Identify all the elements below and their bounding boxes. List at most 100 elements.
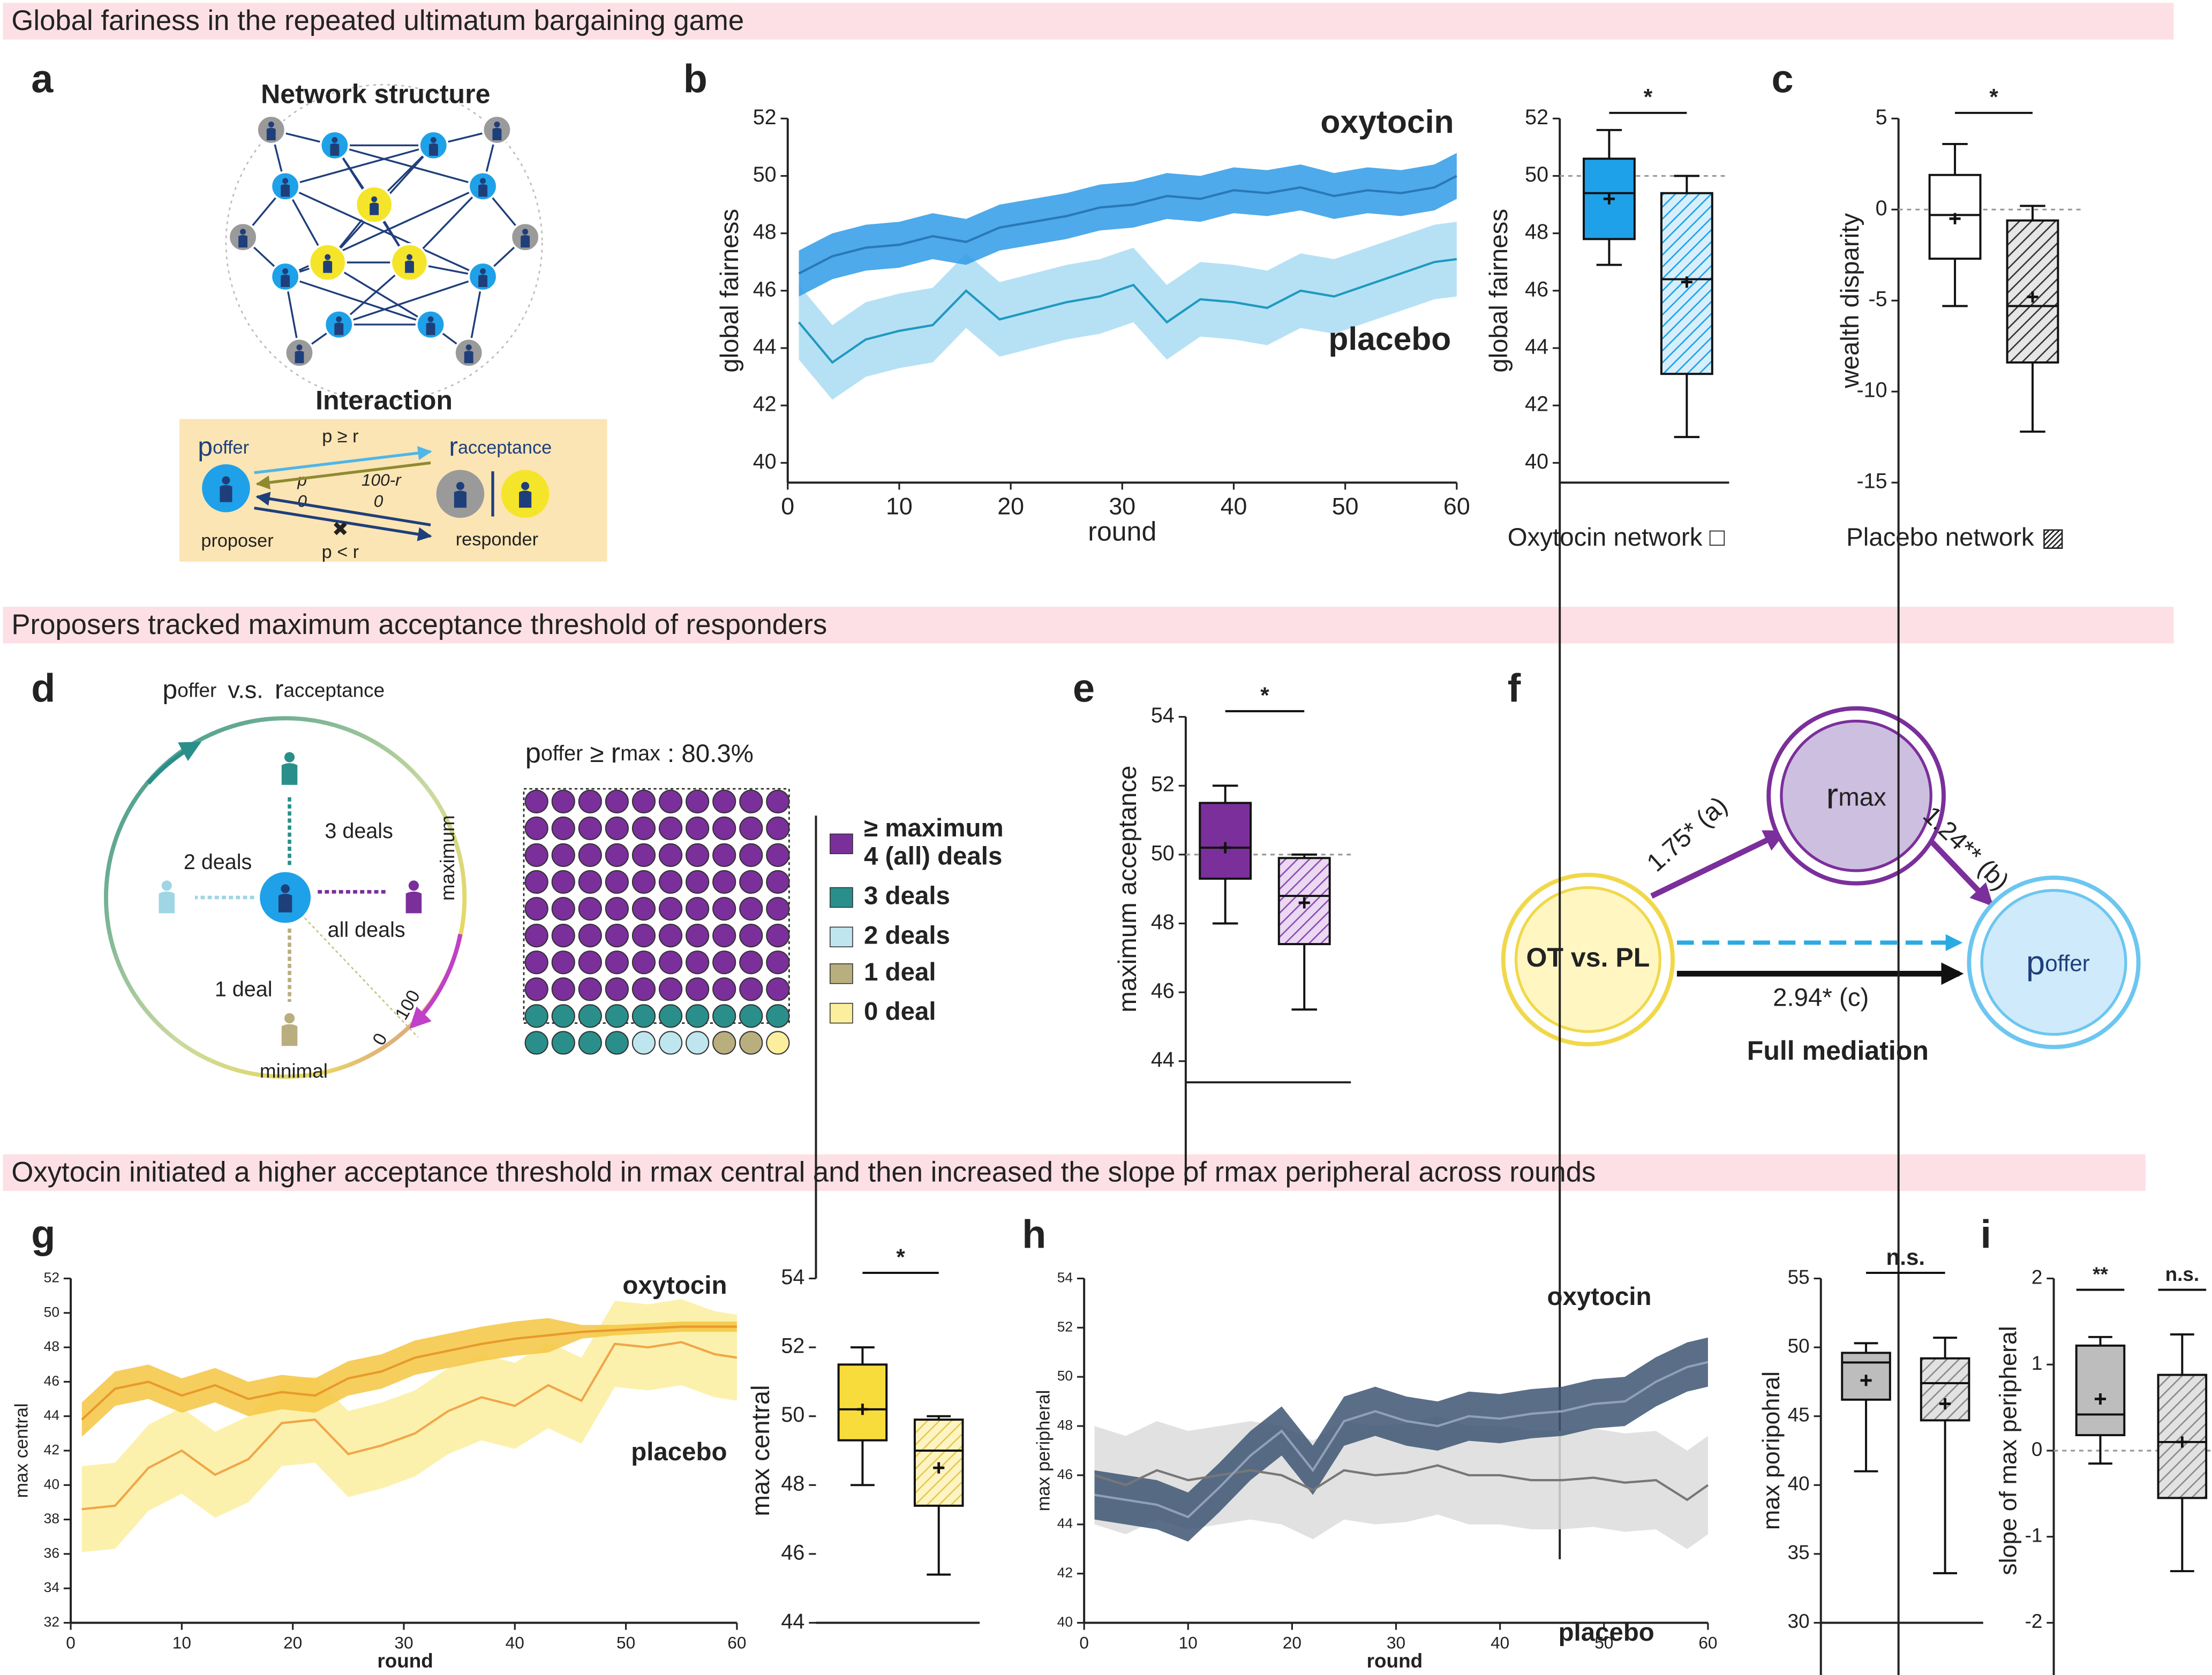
person-head xyxy=(430,137,437,143)
x-tick-label: 60 xyxy=(1698,1633,1717,1652)
mean-line xyxy=(798,175,1457,275)
deal-dot xyxy=(712,950,736,975)
person-head xyxy=(268,121,274,127)
matrix-title: poffer ≥ rmax : 80.3% xyxy=(525,737,754,769)
x-tick-label: 10 xyxy=(1179,1633,1198,1652)
y-axis-label: max central xyxy=(12,1403,32,1498)
y-tick-label: 30 xyxy=(1788,1610,1810,1632)
label-part: p xyxy=(2026,944,2045,982)
deal-dot xyxy=(551,1031,575,1055)
person-body xyxy=(478,274,487,288)
panel-label: c xyxy=(1772,56,1794,101)
label: responder xyxy=(456,529,538,549)
person-body xyxy=(281,763,298,785)
x-tick-label: 50 xyxy=(1594,1633,1613,1652)
band xyxy=(1094,1337,1708,1542)
panel-label: d xyxy=(31,666,55,711)
deal-dot xyxy=(712,1004,736,1028)
x-tick-label: 10 xyxy=(886,493,913,520)
person-body xyxy=(295,351,304,364)
y-tick-label: 48 xyxy=(1151,910,1175,934)
mean-line xyxy=(797,258,1457,364)
deal-dot xyxy=(739,1031,763,1055)
box xyxy=(837,1363,888,1442)
deal-dot xyxy=(658,977,683,1001)
y-tick-label: 34 xyxy=(44,1579,59,1595)
person-body xyxy=(323,260,333,273)
label-part: max xyxy=(1838,783,1886,811)
deal-ring xyxy=(103,716,467,1079)
network-edge xyxy=(338,275,484,326)
y-tick-label: 44 xyxy=(1151,1048,1175,1072)
deal-dot xyxy=(524,1031,548,1055)
network-edge xyxy=(285,275,431,326)
significance-label: * xyxy=(1989,85,1998,110)
y-tick-label: 48 xyxy=(781,1472,804,1496)
x-axis-label: round xyxy=(1088,516,1156,546)
y-tick-label: 48 xyxy=(1057,1417,1073,1433)
deal-dot xyxy=(551,1004,575,1028)
y-tick-label: 50 xyxy=(1788,1335,1810,1357)
person-head xyxy=(480,178,486,184)
network-edge xyxy=(334,144,484,187)
mean-marker xyxy=(856,1404,868,1415)
ring-arrow xyxy=(147,741,202,785)
deal-dot xyxy=(578,789,602,813)
panel-label: b xyxy=(683,56,708,101)
deal-dot xyxy=(631,1031,656,1055)
panel-label: a xyxy=(31,56,54,101)
y-tick-label: 36 xyxy=(44,1545,59,1561)
x-tick-label: 20 xyxy=(283,1633,302,1652)
deal-dot xyxy=(658,924,683,948)
mean-line xyxy=(81,1341,738,1511)
y-tick-label: -2 xyxy=(2025,1610,2043,1632)
x-axis-label: round xyxy=(1367,1650,1423,1672)
deal-dot xyxy=(551,843,575,867)
y-tick-label: 50 xyxy=(753,163,777,186)
x-tick-label: 0 xyxy=(781,493,794,520)
legend-entry: 1 deal xyxy=(864,958,936,986)
person-body xyxy=(428,143,438,156)
y-tick-label: 46 xyxy=(1151,979,1175,1003)
person-body xyxy=(220,485,232,502)
label: p < r xyxy=(322,542,359,562)
panel-label: g xyxy=(31,1212,55,1257)
y-tick-label: 40 xyxy=(753,450,777,473)
person-body xyxy=(426,322,435,335)
y-tick-label: 54 xyxy=(1057,1269,1073,1285)
label-part: v.s. xyxy=(228,676,263,703)
deal-dot xyxy=(739,977,763,1001)
deal-dot xyxy=(658,1004,683,1028)
deal-dot xyxy=(631,843,656,867)
x-tick-label: 20 xyxy=(997,493,1024,520)
deal-dot xyxy=(605,896,629,921)
section-bar xyxy=(3,3,2174,40)
deal-dot xyxy=(578,816,602,841)
deal-dot xyxy=(631,950,656,975)
person-body xyxy=(266,127,276,140)
deal-dot xyxy=(658,950,683,975)
x-tick-label: 40 xyxy=(506,1633,524,1652)
path-arrow xyxy=(1650,830,1787,899)
deal-dot xyxy=(685,977,710,1001)
person-head xyxy=(284,752,295,763)
series-label: oxytocin xyxy=(1547,1282,1652,1311)
label: maximum xyxy=(437,815,458,901)
deal-dot xyxy=(766,896,790,921)
panel-label: f xyxy=(1508,666,1521,711)
series-label: placebo xyxy=(1559,1618,1654,1647)
y-tick-label: 35 xyxy=(1788,1542,1810,1564)
label: proposer xyxy=(201,531,273,551)
mean-marker xyxy=(1298,897,1310,909)
deal-dot xyxy=(766,816,790,841)
x-tick-label: 0 xyxy=(1079,1633,1089,1652)
deal-dot xyxy=(712,977,736,1001)
deal-dot xyxy=(766,1031,790,1055)
y-tick-label: 52 xyxy=(1057,1318,1073,1334)
y-tick-label: 50 xyxy=(1151,841,1175,865)
mean-line xyxy=(1094,1361,1709,1519)
deal-dot xyxy=(578,1004,602,1028)
label-part: ≥ xyxy=(583,739,611,767)
deal-dot xyxy=(524,896,548,921)
